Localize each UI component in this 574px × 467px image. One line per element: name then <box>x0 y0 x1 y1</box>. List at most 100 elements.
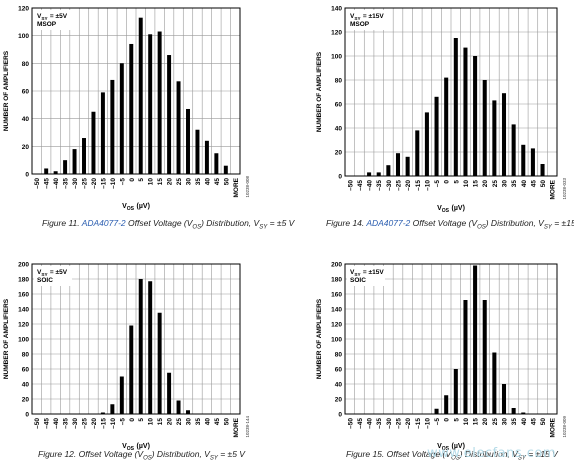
x-tick-label: 10 <box>463 180 470 188</box>
bar <box>424 112 429 176</box>
x-tick-label: –30 <box>72 418 79 429</box>
plot-frame <box>344 7 558 177</box>
figure-id: 10238-009 <box>562 416 567 438</box>
x-tick-label: 15 <box>473 418 480 426</box>
chart-figure-11: 0 20 40 60 80 100 120 –50 –45 –40 –35 –30 –25 –20 –15–… <box>0 0 260 214</box>
bar <box>148 281 153 414</box>
bar <box>82 138 86 174</box>
y-tick-label: 0 <box>338 412 342 419</box>
y-tick-label: 120 <box>331 322 342 329</box>
figure-caption: Figure 11. ADA4077-2 Offset Voltage (VOS… <box>42 218 294 231</box>
caption-text: Offset Voltage (VOS) Distribution, VSY =… <box>125 218 295 231</box>
x-tick-label: 5 <box>138 178 145 182</box>
x-tick-label: –30 <box>386 418 393 429</box>
x-tick-label: 50 <box>540 418 547 426</box>
x-tick-label: 20 <box>167 418 174 426</box>
chart-figure-15: 0 20 40 60 80 100 120 140 160 180 200 –50 –45 –40 –35–… <box>288 244 574 453</box>
caption-link[interactable]: ADA4077-2 <box>81 218 126 228</box>
bar <box>501 93 507 176</box>
y-tick-label: 20 <box>22 144 30 151</box>
x-tick-label: –50 <box>347 180 354 191</box>
bar <box>521 144 526 176</box>
chart-figure-12: 0 20 40 60 80 100 120 140 160 180 200 –50 –45 –40 –35–… <box>0 244 260 453</box>
x-tick-label: 45 <box>214 178 221 186</box>
y-tick-label: 60 <box>335 367 343 374</box>
y-tick-label: 80 <box>335 78 343 85</box>
x-tick-label: –15 <box>415 418 422 429</box>
bar <box>540 164 545 176</box>
x-tick-label: 10 <box>148 178 155 186</box>
bar <box>148 34 153 175</box>
x-tick-label: –40 <box>367 180 374 191</box>
y-tick-label: 160 <box>18 292 29 299</box>
x-tick-label: 30 <box>502 180 509 188</box>
x-tick-label: 30 <box>186 418 193 426</box>
x-axis-label: VOS (µV) <box>122 443 150 452</box>
x-tick-label: 35 <box>511 418 518 426</box>
y-tick-label: 60 <box>22 89 30 96</box>
caption-prefix: Figure 12. <box>38 449 79 459</box>
legend-text: VSY = ±5V <box>37 269 68 277</box>
bar <box>482 80 487 176</box>
y-axis-label: NUMBER OF AMPLIFIERS <box>3 298 10 379</box>
x-tick-label: MORE <box>550 179 557 199</box>
figure-id: 10238-144 <box>245 416 250 438</box>
x-tick-label: –50 <box>347 418 354 429</box>
bar <box>138 279 143 414</box>
x-tick-label: –40 <box>53 418 60 429</box>
bar <box>444 77 449 176</box>
x-tick-label: 0 <box>129 178 136 182</box>
bar <box>223 165 228 174</box>
y-tick-label: 0 <box>338 174 342 181</box>
x-tick-label: –5 <box>119 418 126 426</box>
bar <box>204 140 209 174</box>
y-tick-label: 160 <box>331 292 342 299</box>
bar <box>511 408 516 414</box>
y-tick-label: 100 <box>331 337 342 344</box>
x-tick-label: 45 <box>530 418 537 426</box>
y-tick-label: 120 <box>18 6 29 13</box>
x-tick-label: 5 <box>453 180 460 184</box>
figure-caption: Figure 15. Offset Voltage (VOS) Distribu… <box>346 449 558 462</box>
y-tick-label: 100 <box>18 33 29 40</box>
x-tick-label: 20 <box>482 418 489 426</box>
legend-text: VSY = ±15V <box>350 269 384 277</box>
x-tick-label: 50 <box>223 418 230 426</box>
y-tick-label: 40 <box>335 126 343 133</box>
caption-prefix: Figure 11. <box>42 218 82 228</box>
x-tick-label: 45 <box>530 180 537 188</box>
x-tick-label: –15 <box>100 418 107 429</box>
bar <box>53 171 58 174</box>
bar <box>453 38 458 176</box>
x-tick-label: –40 <box>53 178 60 189</box>
caption-link[interactable]: ADA4077-2 <box>366 218 411 228</box>
x-tick-label: 20 <box>482 180 489 188</box>
x-tick-label: –20 <box>405 418 412 429</box>
x-tick-label: 40 <box>521 418 528 426</box>
x-tick-label: –5 <box>119 178 126 186</box>
x-tick-label: –15 <box>415 180 422 191</box>
bar <box>492 100 497 176</box>
bar <box>119 63 124 175</box>
bar <box>186 108 190 174</box>
x-tick-label: 35 <box>195 418 202 426</box>
x-tick-label: –25 <box>396 180 403 191</box>
bar <box>415 130 420 176</box>
x-tick-label: 15 <box>157 418 164 426</box>
bar <box>482 300 487 414</box>
bar <box>214 153 219 174</box>
legend-box <box>34 266 72 286</box>
x-tick-label: 30 <box>186 178 193 186</box>
x-tick-label: –25 <box>396 418 403 429</box>
x-tick-label: –10 <box>110 178 117 189</box>
y-tick-label: 100 <box>331 54 342 61</box>
bar <box>63 160 68 174</box>
legend-text: MSOP <box>37 21 57 28</box>
y-tick-label: 0 <box>25 412 29 419</box>
chart-figure-14: 0 20 40 60 80 100 120 140 –50 –45 –40 –35 –30 –25 –20–… <box>288 0 574 215</box>
y-axis-label: NUMBER OF AMPLIFIERS <box>316 298 323 379</box>
x-tick-label: –10 <box>424 180 431 191</box>
x-tick-label: 0 <box>444 180 451 184</box>
x-tick-label: 40 <box>204 418 211 426</box>
bar <box>129 43 134 174</box>
